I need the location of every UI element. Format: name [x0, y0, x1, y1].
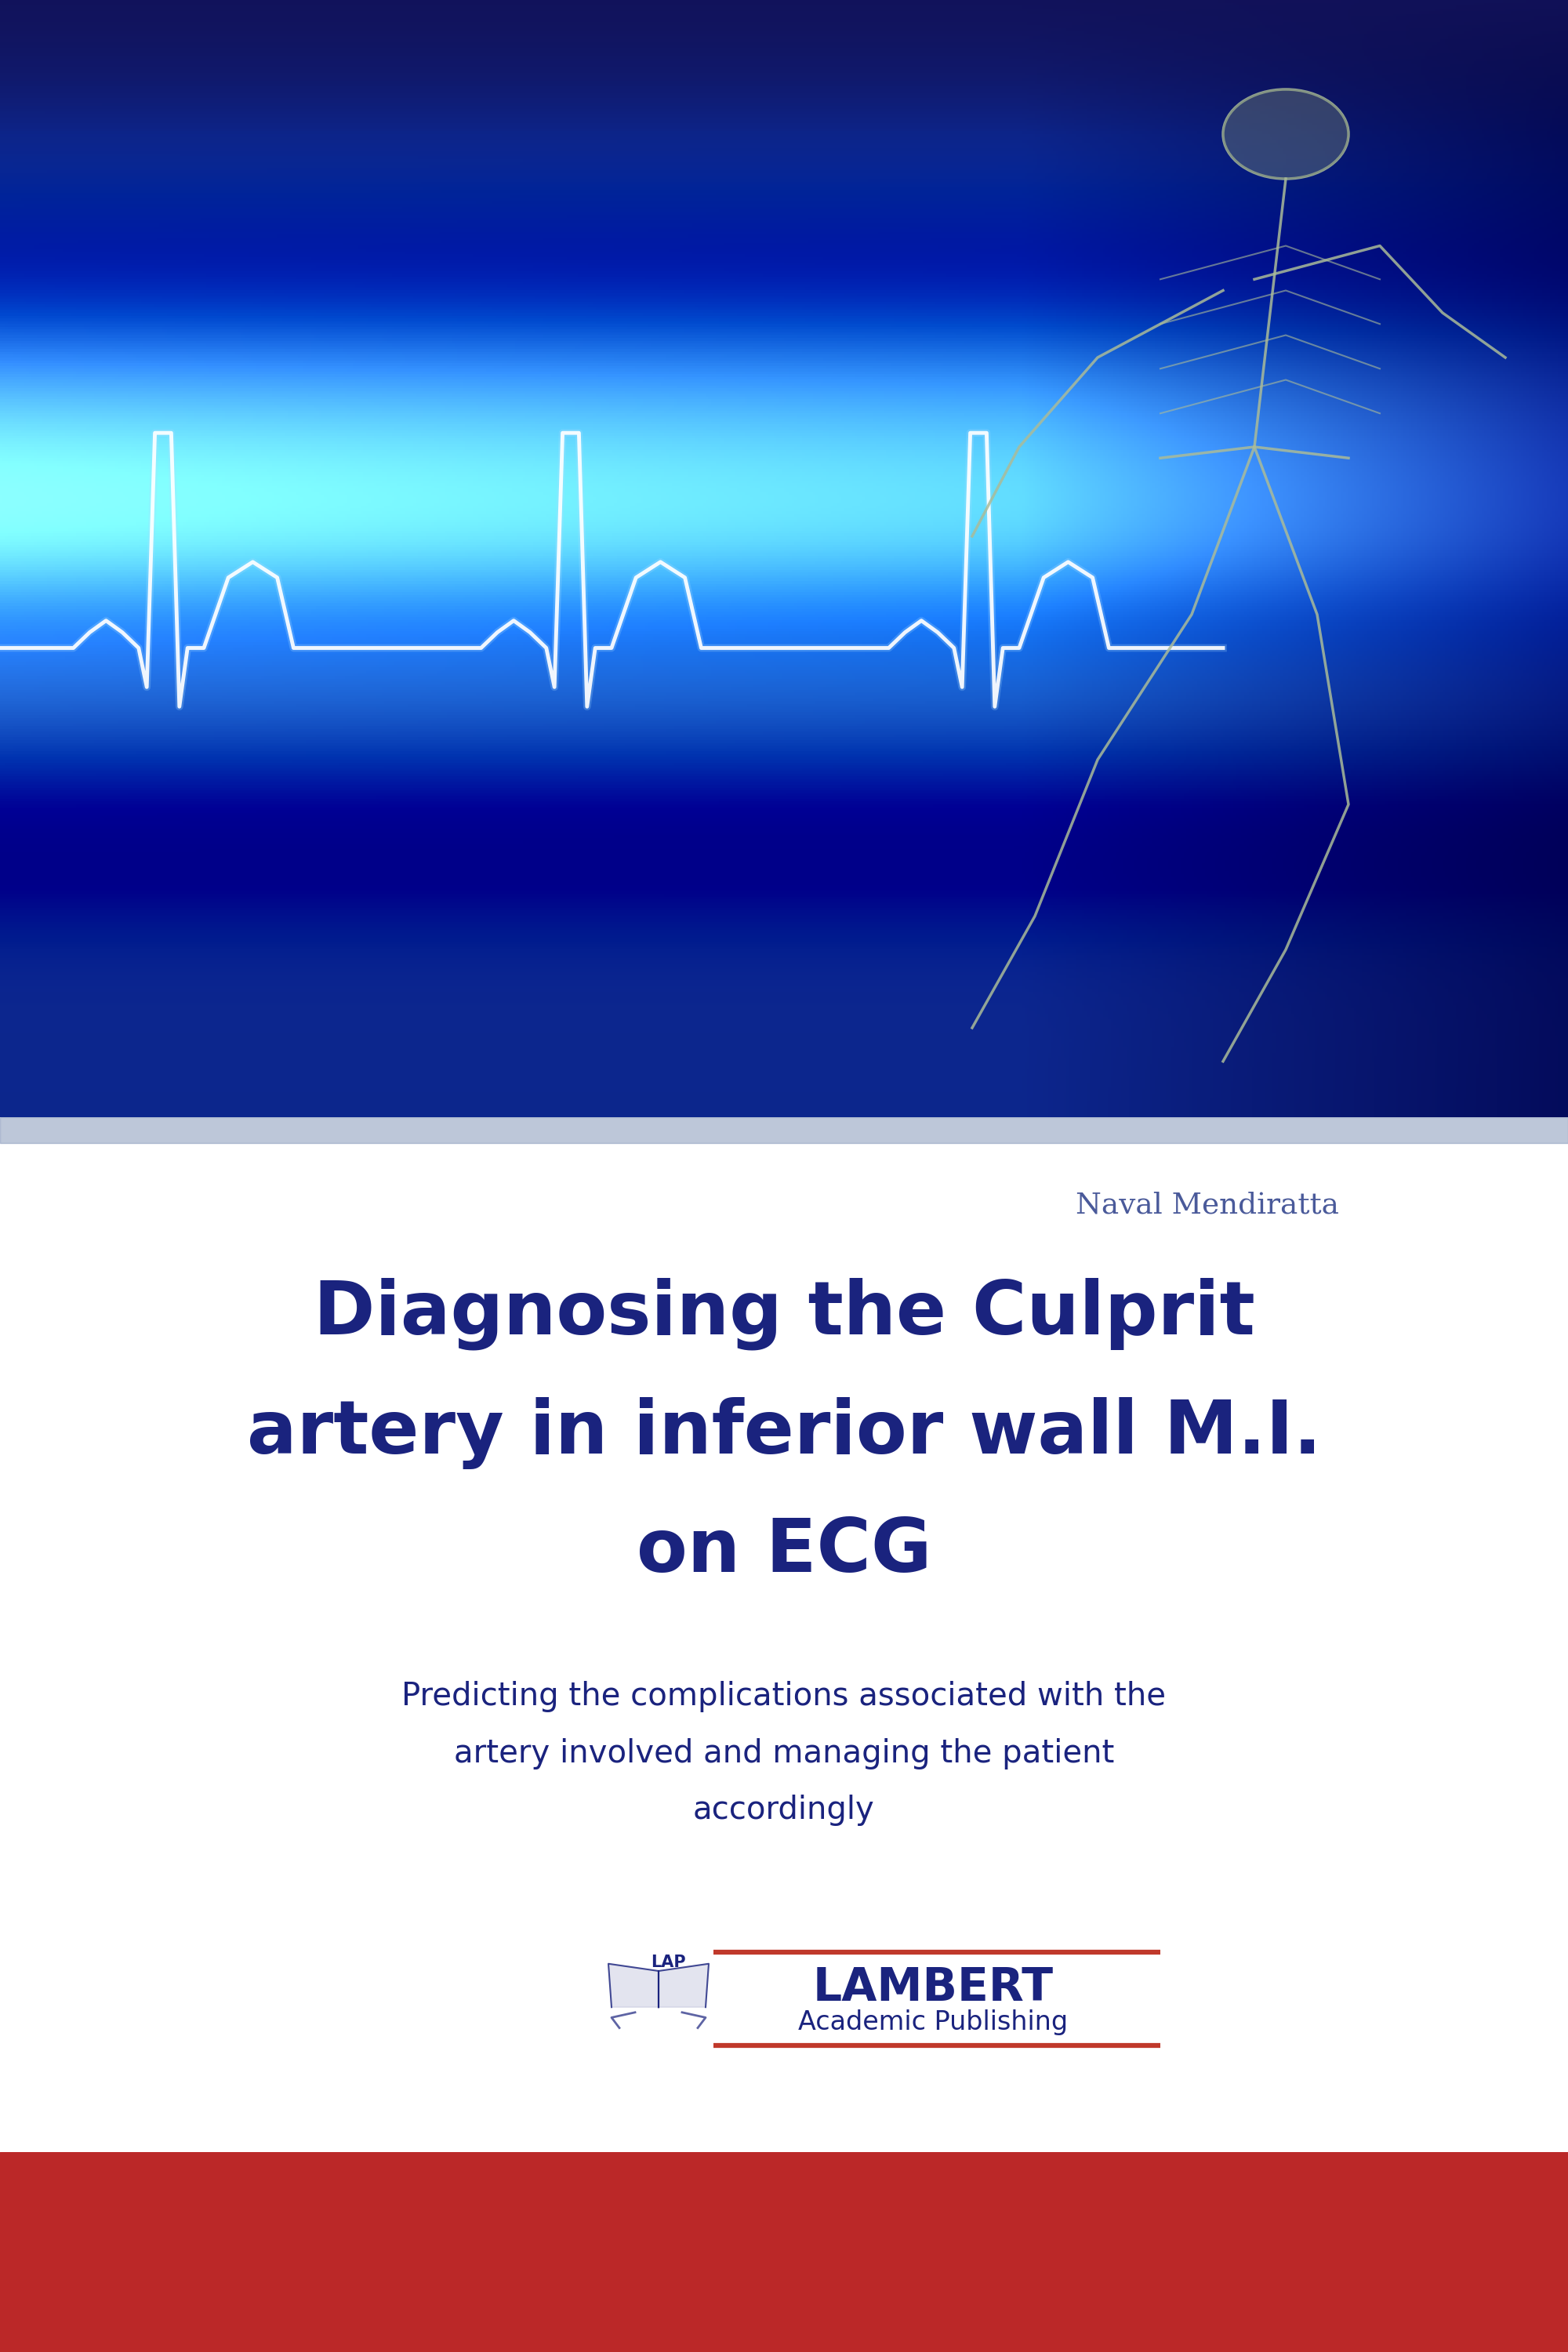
Text: artery involved and managing the patient: artery involved and managing the patient: [453, 1738, 1115, 1769]
Bar: [0, 1117, 1568, 1143]
Polygon shape: [608, 1964, 659, 2006]
Text: Naval Mendiratta: Naval Mendiratta: [1076, 1190, 1339, 1218]
Text: Academic Publishing: Academic Publishing: [798, 2009, 1068, 2034]
Text: LAMBERT: LAMBERT: [812, 1966, 1054, 2011]
Text: accordingly: accordingly: [693, 1795, 875, 1825]
Text: LAP: LAP: [651, 1955, 685, 1971]
Text: Predicting the complications associated with the: Predicting the complications associated …: [401, 1682, 1167, 1712]
Text: artery in inferior wall M.I.: artery in inferior wall M.I.: [246, 1397, 1322, 1470]
Circle shape: [1223, 89, 1348, 179]
Polygon shape: [659, 1964, 709, 2006]
Text: on ECG: on ECG: [637, 1515, 931, 1588]
Text: Diagnosing the Culprit: Diagnosing the Culprit: [314, 1277, 1254, 1350]
